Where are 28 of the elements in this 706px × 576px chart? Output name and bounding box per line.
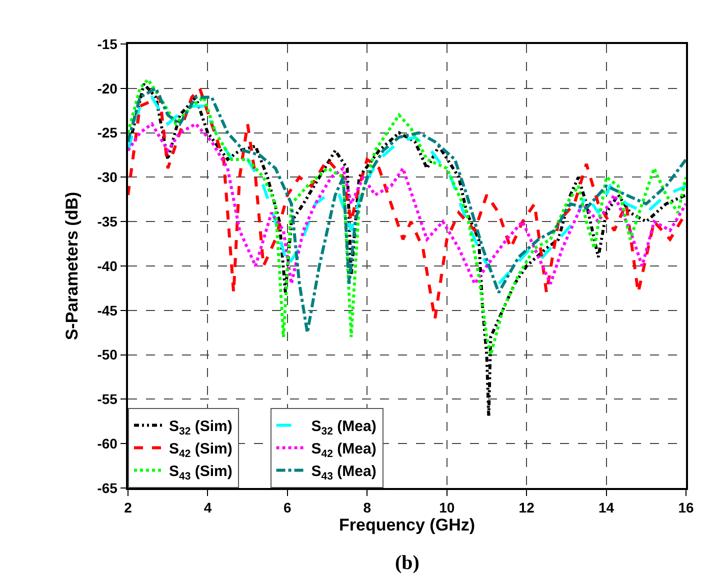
y-tick-label: -55 <box>97 391 118 408</box>
y-tick-label: -25 <box>97 124 118 141</box>
x-tick-label: 2 <box>124 500 132 516</box>
text: (b) <box>395 552 420 574</box>
legend-label: S$_{42}$ (Mea) <box>311 440 376 460</box>
y-tick-label: -50 <box>97 346 118 363</box>
y-tick-label: -40 <box>97 258 118 274</box>
legend-label: S$_{32}$ (Sim) <box>169 418 232 438</box>
legend-label: S$_{32}$ (Mea) <box>311 418 376 438</box>
y-tick-label: -15 <box>97 36 118 52</box>
x-tick-label: 12 <box>518 500 535 516</box>
x-tick-label: 10 <box>439 500 455 516</box>
x-tick-label: 14 <box>598 500 614 516</box>
y-tick-label: -30 <box>97 169 118 186</box>
y-axis-title: S-Parameters (dB) <box>62 192 82 340</box>
x-tick-label: 16 <box>678 500 694 516</box>
y-tick-label: -65 <box>97 480 118 496</box>
x-tick-label: 6 <box>284 500 292 516</box>
y-tick-label: -35 <box>97 214 118 230</box>
legend-label: S$_{43}$ (Sim) <box>169 463 232 482</box>
y-tick-label: -20 <box>97 80 118 96</box>
x-axis-title: Frequency (GHz) <box>338 516 476 535</box>
x-tick-label: 8 <box>363 500 372 516</box>
legend-label: S$_{42}$ (Sim) <box>169 440 232 460</box>
legend-label: S$_{43}$ (Mea) <box>311 463 376 482</box>
y-tick-label: -60 <box>97 436 118 452</box>
y-tick-label: -45 <box>97 302 118 318</box>
x-tick-label: 4 <box>204 500 212 516</box>
